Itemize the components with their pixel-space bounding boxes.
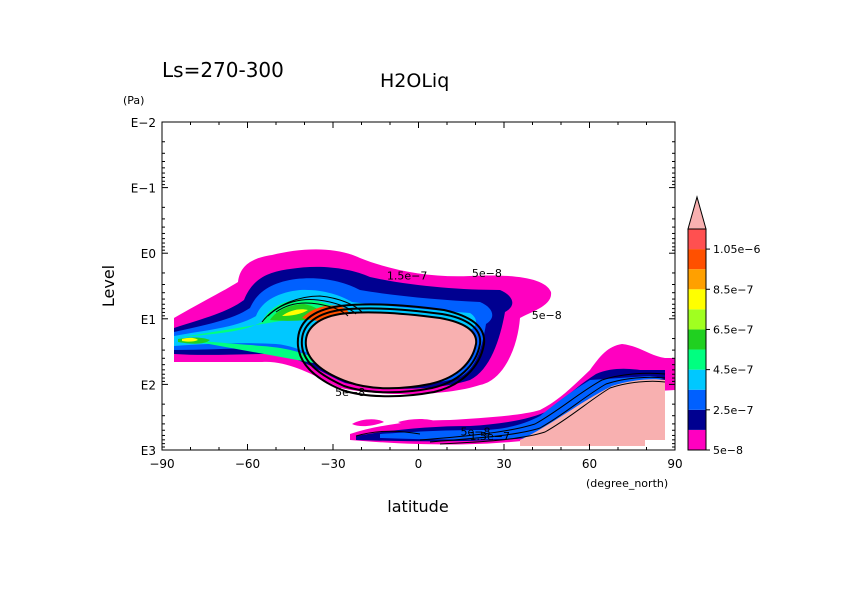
colorbar-swatch-0 — [688, 429, 706, 450]
colorbar-swatch-2 — [688, 389, 706, 410]
colorbar-swatch-5 — [688, 329, 706, 350]
colorbar-swatch-7 — [688, 289, 706, 310]
contour-fill-8 — [305, 312, 477, 389]
contour-line-6 — [419, 372, 666, 441]
y-tick-label: E3 — [141, 444, 156, 458]
x-tick-label: 60 — [582, 457, 597, 471]
contour-line-0 — [304, 311, 478, 390]
colorbar-swatch-1 — [688, 409, 706, 430]
contour-line-8 — [439, 380, 666, 445]
contour-line-5 — [275, 302, 349, 317]
y-tick-label: E0 — [141, 247, 156, 261]
contour-line-4 — [267, 299, 357, 317]
colorbar-label-5: 1.05e−6 — [713, 243, 760, 256]
x-tick-label: 30 — [496, 457, 511, 471]
contour-labels: 1.5e−7 5e−85e−85e−85e−81.5e−7 — [335, 267, 562, 443]
colorbar-swatch-3 — [688, 369, 706, 390]
y-unit-label: (Pa) — [123, 94, 144, 107]
colorbar-label-3: 6.5e−7 — [713, 323, 753, 336]
x-unit-label: (degree_north) — [586, 477, 668, 490]
y-tick-label: E2 — [141, 378, 156, 392]
contour-lines — [261, 295, 666, 445]
x-tick-label: 90 — [667, 457, 682, 471]
contour-line-9 — [355, 430, 421, 437]
x-axis-title: latitude — [387, 497, 448, 516]
chart-title-variable: H2OLiq — [380, 70, 449, 92]
y-tick-label: E−2 — [131, 116, 156, 130]
colorbar-overflow-triangle — [687, 195, 707, 230]
colorbar-swatch-4 — [688, 349, 706, 370]
colorbar-swatch-9 — [688, 249, 706, 270]
contour-fill-10 — [352, 419, 438, 427]
contour-line-2 — [296, 303, 486, 398]
contour-label-0: 1.5e−7 — [387, 269, 427, 282]
contour-label-1: 5e−8 — [472, 267, 502, 280]
contour-label-5: 1.5e−7 — [470, 430, 510, 443]
y-axis-ticks: E−2 E−1 E0 E1 E2 E3 — [131, 116, 675, 458]
contour-fills — [174, 249, 675, 446]
colorbar-label-0: 5e−8 — [713, 444, 743, 457]
colorbar-frame — [687, 228, 707, 451]
x-axis-ticks: −90 −60 −30 0 30 60 90 — [149, 122, 683, 471]
colorbar-swatch-10 — [688, 229, 706, 250]
contour-label-3: 5e−8 — [335, 386, 365, 399]
contour-fill-9 — [350, 344, 675, 445]
contour-fill-13 — [520, 379, 665, 446]
contour-fill-6 — [182, 309, 308, 342]
colorbar-swatch-8 — [688, 269, 706, 290]
y-tick-label: E1 — [141, 313, 156, 327]
x-tick-label: −60 — [235, 457, 260, 471]
y-tick-label: E−1 — [131, 182, 156, 196]
chart-title-period: Ls=270-300 — [162, 58, 284, 82]
contour-line-7 — [429, 376, 666, 443]
colorbar-label-1: 2.5e−7 — [713, 404, 753, 417]
x-tick-label: −90 — [149, 457, 174, 471]
colorbar-label-4: 8.5e−7 — [713, 283, 753, 296]
colorbar-label-2: 4.5e−7 — [713, 364, 753, 377]
contour-label-2: 5e−8 — [532, 309, 562, 322]
x-tick-label: 0 — [415, 457, 423, 471]
colorbar-swatch-6 — [688, 309, 706, 330]
y-axis-title: Level — [99, 265, 118, 307]
colorbar: 5e−8 2.5e−7 4.5e−7 6.5e−7 8.5e−7 1.05e−6 — [687, 195, 760, 457]
x-tick-label: −30 — [320, 457, 345, 471]
contour-label-4: 5e−8 — [461, 425, 491, 438]
